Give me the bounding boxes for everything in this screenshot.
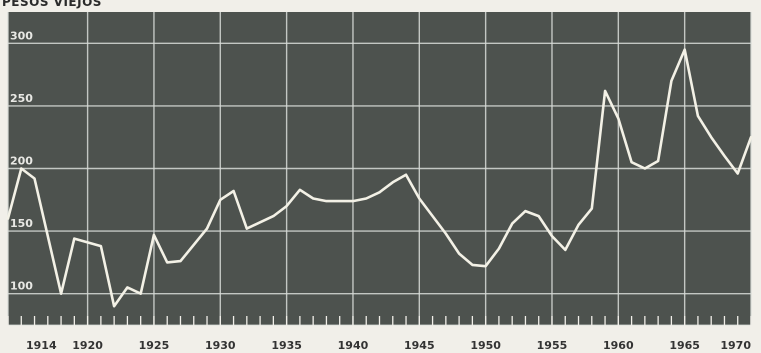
- data-point: [139, 292, 142, 295]
- axis-ticks: [7, 316, 752, 327]
- data-point: [352, 200, 354, 202]
- data-point: [246, 227, 248, 230]
- data-point: [312, 197, 314, 200]
- plot-area: [6, 12, 753, 326]
- data-point: [683, 48, 686, 51]
- chart-unit-label: PESOS VIEJOS: [2, 0, 102, 9]
- data-point: [431, 215, 434, 217]
- y-tick-label: 250: [10, 92, 33, 105]
- data-point: [33, 177, 36, 180]
- data-point: [405, 173, 407, 176]
- x-tick-label: 1945: [404, 339, 435, 352]
- x-tick-label: 1960: [603, 339, 634, 352]
- data-point: [498, 247, 500, 250]
- data-point: [232, 190, 235, 192]
- x-tick-label: 1940: [338, 339, 369, 352]
- data-point: [511, 222, 513, 225]
- data-point: [590, 207, 593, 210]
- y-tick-label: 200: [10, 155, 33, 168]
- x-tick-label: 1955: [537, 339, 568, 352]
- data-point: [710, 136, 712, 138]
- data-point: [564, 249, 567, 251]
- y-tick-label: 150: [10, 217, 33, 230]
- data-point: [750, 136, 752, 138]
- data-point: [219, 199, 222, 201]
- data-point: [378, 191, 381, 194]
- data-point: [100, 245, 102, 247]
- data-point: [259, 221, 261, 224]
- data-point: [126, 286, 129, 289]
- x-tick-label: 1925: [139, 339, 170, 352]
- data-point: [325, 200, 328, 202]
- data-point: [272, 215, 275, 217]
- data-point: [617, 117, 620, 120]
- axis-labels: 1914 1920 1925 1930 1935 1940 1945 1950 1955 1960…: [10, 29, 751, 352]
- x-tick-label: 1920: [72, 339, 103, 352]
- x-tick-label: 1935: [271, 339, 302, 352]
- data-point: [391, 181, 394, 184]
- x-tick-label: 1950: [470, 339, 501, 352]
- data-point: [484, 265, 487, 267]
- y-tick-label: 100: [10, 280, 33, 293]
- data-point: [736, 172, 739, 175]
- data-point: [338, 200, 341, 202]
- y-tick-label: 300: [10, 29, 33, 42]
- x-tick-label: 1970: [720, 339, 751, 352]
- data-point: [73, 237, 76, 240]
- series-line: [6, 48, 753, 308]
- x-tick-label: 1914: [26, 339, 57, 352]
- data-point: [723, 155, 726, 157]
- data-point: [577, 224, 580, 226]
- data-point: [365, 197, 368, 200]
- x-tick-label: 1930: [205, 339, 236, 352]
- data-point: [113, 305, 115, 308]
- data-point: [458, 252, 460, 255]
- data-point: [445, 232, 447, 235]
- data-point: [7, 217, 9, 220]
- data-point: [657, 160, 659, 162]
- data-point: [206, 227, 208, 230]
- data-point: [697, 115, 699, 117]
- data-point: [418, 197, 421, 200]
- data-point: [471, 264, 474, 266]
- data-point: [537, 215, 540, 217]
- data-point: [524, 210, 527, 212]
- data-point: [551, 235, 553, 237]
- x-tick-label: 1965: [669, 339, 700, 352]
- data-point: [153, 234, 155, 236]
- data-point: [179, 260, 182, 262]
- data-point: [670, 80, 673, 82]
- data-point: [604, 90, 606, 92]
- data-point: [285, 205, 288, 207]
- data-point: [630, 161, 633, 164]
- data-point: [166, 261, 169, 264]
- data-point: [20, 167, 23, 170]
- data-point: [644, 167, 646, 170]
- data-point: [60, 292, 62, 295]
- data-point: [299, 188, 301, 191]
